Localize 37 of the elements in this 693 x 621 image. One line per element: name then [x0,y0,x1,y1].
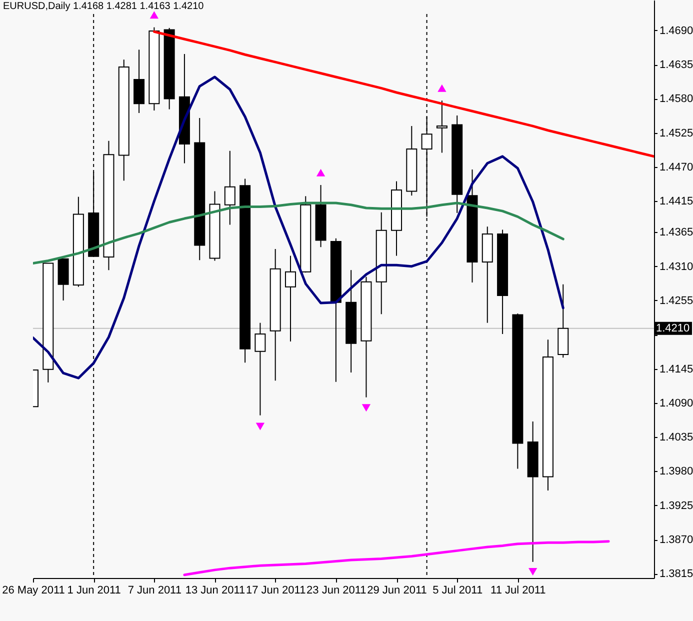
y-tick-label: 1.4310 [660,260,693,273]
y-tick-label: 1.4145 [660,363,693,376]
x-tick-label: 23 Jun 2011 [306,584,366,596]
y-tick-label: 1.4035 [660,432,693,444]
x-tick-label: 5 Jul 2011 [432,584,483,596]
y-tick-label: 1.4090 [660,397,693,410]
y-tick-label: 1.3925 [660,500,693,512]
y-tick-label: 1.4690 [660,24,693,37]
point [256,422,265,430]
point [528,568,538,576]
line-series [152,30,654,158]
y-tick-label: 1.4635 [660,59,693,72]
x-tick-label: 29 Jun 2011 [367,584,427,596]
y-tick-label: 1.4580 [660,93,693,106]
y-tick-label: 1.3870 [660,534,693,546]
chart-title: EURUSD,Daily 1.4168 1.4281 1.4163 1.4210 [3,1,204,12]
y-tick-label: 1.3980 [660,466,693,478]
point [362,404,371,412]
x-tick-label: 26 May 2011 [2,584,65,596]
y-tick-label: 1.4255 [660,294,693,307]
y-tick-label: 1.4365 [660,226,693,239]
x-tick-label: 1 Jun 2011 [67,584,121,596]
line-series [33,202,564,264]
line-series [183,540,610,576]
ref-line-label: 1.4210 [656,322,690,334]
point [150,11,158,19]
y-tick-label: 1.4470 [660,162,693,174]
x-tick-label: 17 Jun 2011 [246,584,306,596]
line-series [33,76,564,380]
point [438,84,446,92]
x-tick-label: 11 Jul 2011 [490,584,546,596]
y-tick-label: 1.4415 [660,196,693,208]
y-tick-label: 1.4525 [660,127,693,140]
y-tick-label: 1.3815 [660,568,693,580]
point [316,168,326,176]
x-tick-label: 13 Jun 2011 [185,584,246,596]
x-tick-label: 7 Jun 2011 [128,584,182,596]
